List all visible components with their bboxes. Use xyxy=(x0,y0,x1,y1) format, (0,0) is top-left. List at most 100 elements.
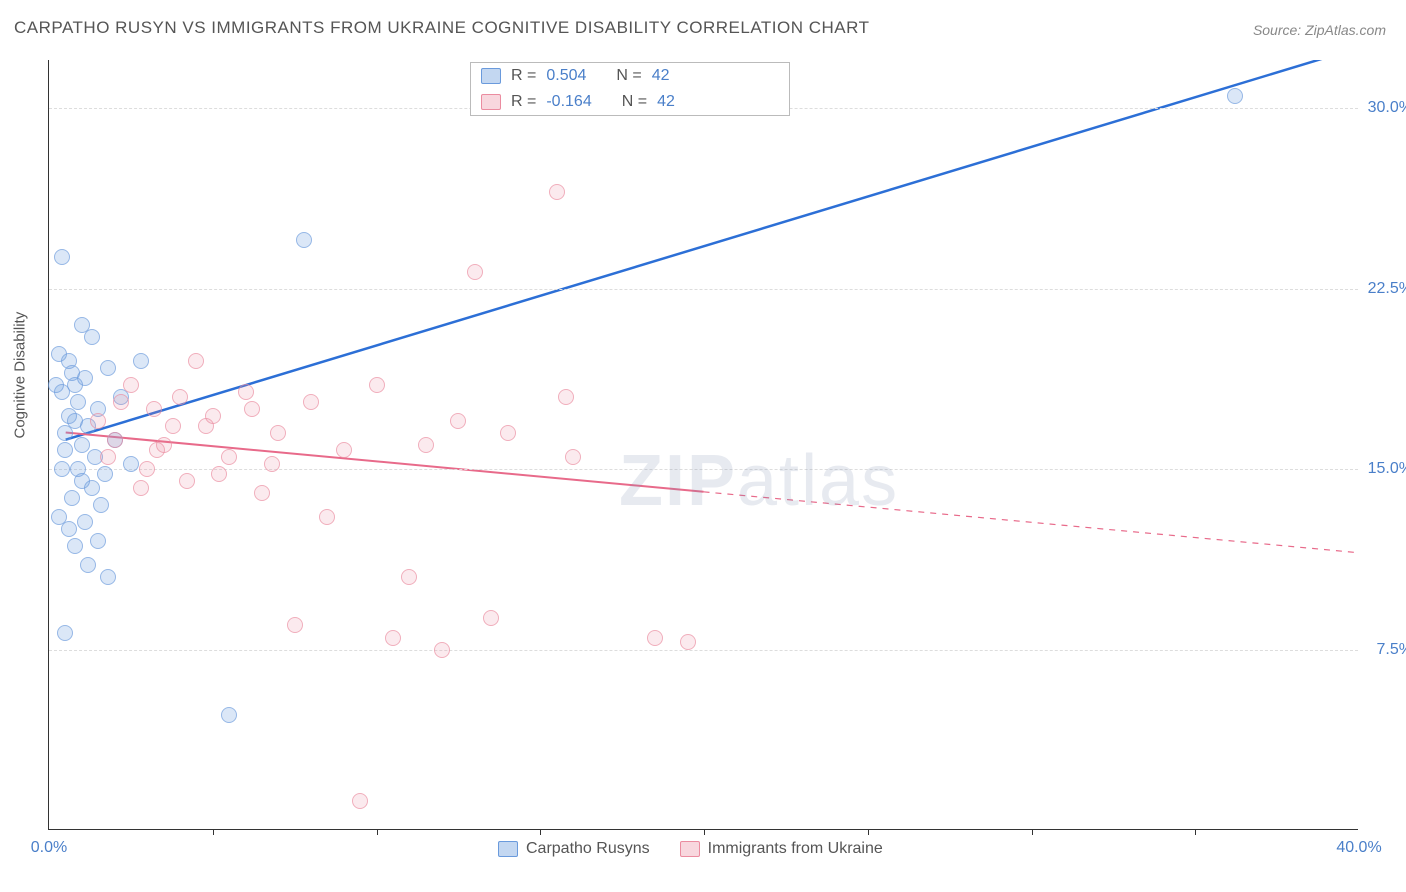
chart-container: CARPATHO RUSYN VS IMMIGRANTS FROM UKRAIN… xyxy=(0,0,1406,892)
legend-row-blue: R = 0.504 N = 42 xyxy=(471,63,789,89)
data-point xyxy=(450,413,466,429)
data-point xyxy=(90,533,106,549)
data-point xyxy=(100,360,116,376)
data-point xyxy=(270,425,286,441)
data-point xyxy=(84,480,100,496)
data-point xyxy=(77,370,93,386)
n-label: N = xyxy=(622,93,647,111)
data-point xyxy=(100,449,116,465)
gridline xyxy=(49,469,1358,470)
data-point xyxy=(80,557,96,573)
x-minor-tick xyxy=(540,829,541,835)
data-point xyxy=(113,394,129,410)
data-point xyxy=(97,466,113,482)
data-point xyxy=(77,514,93,530)
r-value-pink: -0.164 xyxy=(546,93,591,111)
data-point xyxy=(90,413,106,429)
data-point xyxy=(139,461,155,477)
data-point xyxy=(48,377,64,393)
swatch-blue xyxy=(498,841,518,857)
data-point xyxy=(483,610,499,626)
legend-item-blue: Carpatho Rusyns xyxy=(498,840,650,858)
data-point xyxy=(146,401,162,417)
swatch-pink xyxy=(481,94,501,110)
data-point xyxy=(221,449,237,465)
data-point xyxy=(123,456,139,472)
data-point xyxy=(319,509,335,525)
source-name: ZipAtlas.com xyxy=(1305,22,1386,38)
data-point xyxy=(434,642,450,658)
data-point xyxy=(57,625,73,641)
data-point xyxy=(61,353,77,369)
data-point xyxy=(123,377,139,393)
data-point xyxy=(565,449,581,465)
data-point xyxy=(467,264,483,280)
n-label: N = xyxy=(616,67,641,85)
y-axis-label: Cognitive Disability xyxy=(12,312,29,439)
data-point xyxy=(500,425,516,441)
watermark: ZIPatlas xyxy=(619,440,899,522)
data-point xyxy=(188,353,204,369)
x-minor-tick xyxy=(213,829,214,835)
data-point xyxy=(149,442,165,458)
trend-lines xyxy=(49,60,1358,829)
legend-label-blue: Carpatho Rusyns xyxy=(526,840,650,858)
gridline xyxy=(49,650,1358,651)
data-point xyxy=(70,394,86,410)
data-point xyxy=(179,473,195,489)
data-point xyxy=(221,707,237,723)
series-legend: Carpatho Rusyns Immigrants from Ukraine xyxy=(498,840,883,858)
data-point xyxy=(647,630,663,646)
watermark-bold: ZIP xyxy=(619,441,737,521)
data-point xyxy=(57,442,73,458)
data-point xyxy=(64,490,80,506)
y-tick-label: 7.5% xyxy=(1377,641,1406,659)
legend-row-pink: R = -0.164 N = 42 xyxy=(471,89,789,115)
data-point xyxy=(418,437,434,453)
chart-title: CARPATHO RUSYN VS IMMIGRANTS FROM UKRAIN… xyxy=(14,18,869,38)
x-tick-label: 40.0% xyxy=(1336,839,1381,857)
gridline xyxy=(49,289,1358,290)
x-minor-tick xyxy=(704,829,705,835)
data-point xyxy=(336,442,352,458)
source-credit: Source: ZipAtlas.com xyxy=(1253,22,1386,38)
data-point xyxy=(369,377,385,393)
x-minor-tick xyxy=(1032,829,1033,835)
legend-label-pink: Immigrants from Ukraine xyxy=(708,840,883,858)
y-tick-label: 30.0% xyxy=(1368,99,1406,117)
data-point xyxy=(1227,88,1243,104)
data-point xyxy=(303,394,319,410)
swatch-blue xyxy=(481,68,501,84)
data-point xyxy=(264,456,280,472)
r-label: R = xyxy=(511,67,536,85)
source-prefix: Source: xyxy=(1253,22,1305,38)
x-minor-tick xyxy=(377,829,378,835)
data-point xyxy=(211,466,227,482)
data-point xyxy=(385,630,401,646)
data-point xyxy=(93,497,109,513)
legend-item-pink: Immigrants from Ukraine xyxy=(680,840,883,858)
data-point xyxy=(172,389,188,405)
y-tick-label: 22.5% xyxy=(1368,280,1406,298)
data-point xyxy=(54,461,70,477)
swatch-pink xyxy=(680,841,700,857)
data-point xyxy=(133,353,149,369)
data-point xyxy=(198,418,214,434)
r-label: R = xyxy=(511,93,536,111)
data-point xyxy=(67,538,83,554)
data-point xyxy=(287,617,303,633)
data-point xyxy=(244,401,260,417)
data-point xyxy=(133,480,149,496)
data-point xyxy=(54,249,70,265)
data-point xyxy=(238,384,254,400)
data-point xyxy=(107,432,123,448)
plot-area: ZIPatlas 7.5%15.0%22.5%30.0%0.0%40.0% xyxy=(48,60,1358,830)
data-point xyxy=(51,509,67,525)
data-point xyxy=(558,389,574,405)
data-point xyxy=(680,634,696,650)
y-tick-label: 15.0% xyxy=(1368,460,1406,478)
data-point xyxy=(74,317,90,333)
x-minor-tick xyxy=(868,829,869,835)
data-point xyxy=(165,418,181,434)
data-point xyxy=(352,793,368,809)
